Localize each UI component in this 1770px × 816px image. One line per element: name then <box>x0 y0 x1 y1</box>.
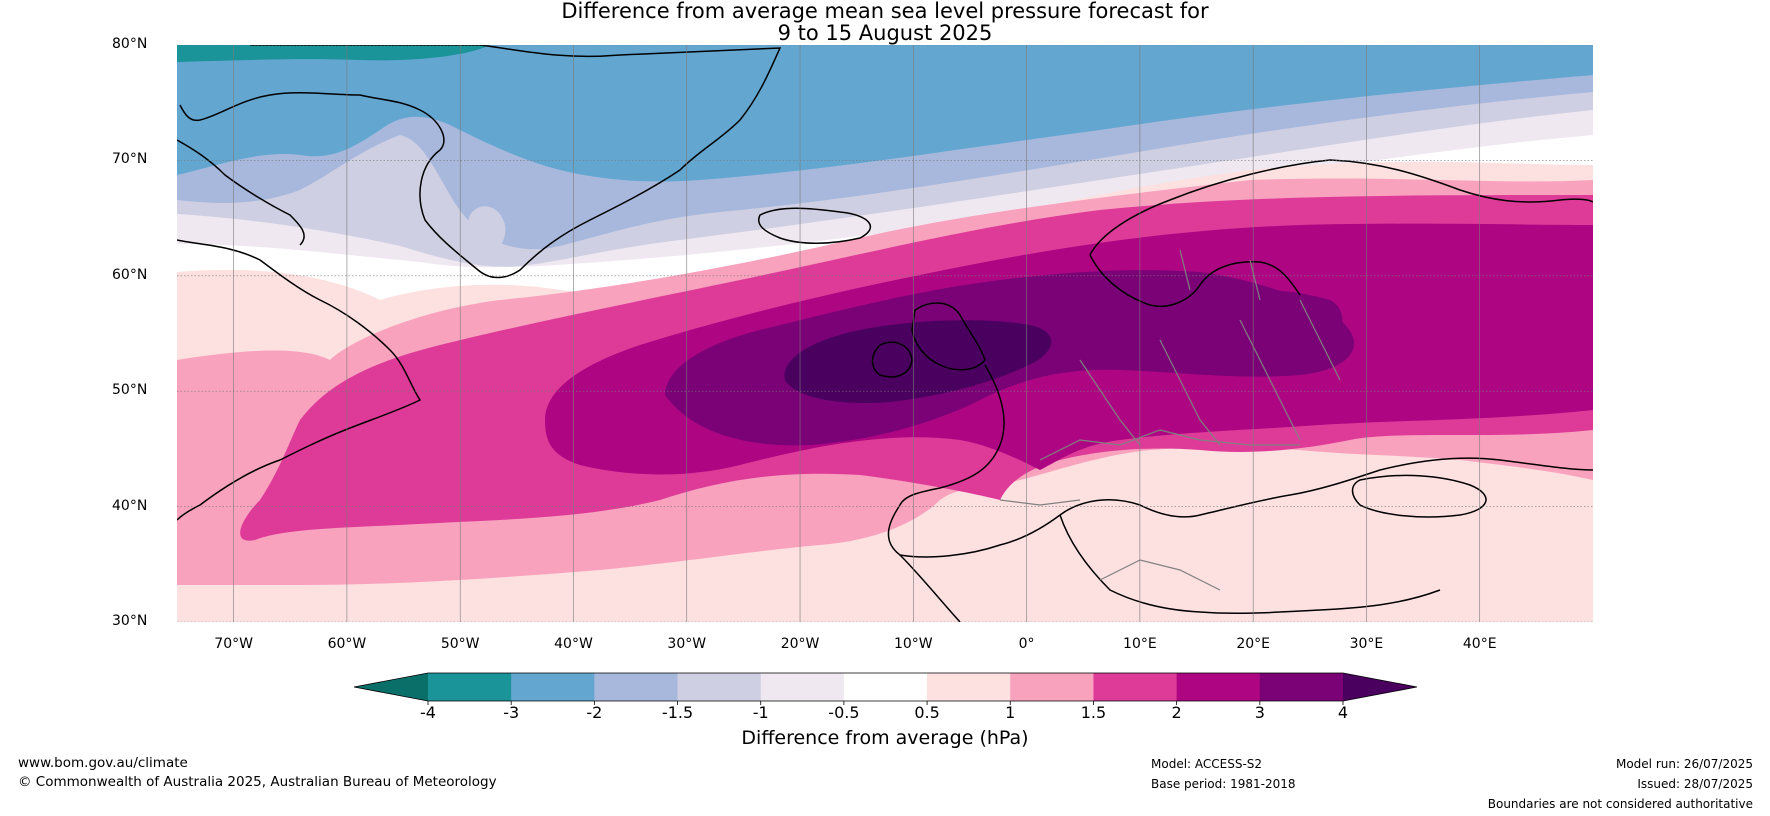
coastlines <box>177 45 1593 622</box>
anomaly-band-3-east <box>1133 288 1343 358</box>
colorbar-tick-label: -0.5 <box>828 703 860 722</box>
colorbar-segment <box>677 673 762 701</box>
footer-model: Model: ACCESS-S2 <box>1151 757 1263 771</box>
longitude-label: 70°W <box>214 636 253 652</box>
longitude-label: 20°E <box>1236 636 1270 652</box>
colorbar-tick-label: 2 <box>1171 703 1182 722</box>
latitude-label: 70°N <box>112 151 148 168</box>
labrador-coastline <box>177 139 305 246</box>
greenland-coastline <box>179 45 782 279</box>
footer-disclaimer: Boundaries are not considered authoritat… <box>1487 797 1753 811</box>
longitude-label: 40°W <box>554 636 593 652</box>
footer-copyright: © Commonwealth of Australia 2025, Austra… <box>18 774 497 790</box>
colorbar-extend-high <box>1343 673 1417 701</box>
anomaly-band-minus-2 <box>177 45 1593 182</box>
chart-title-line-1: Difference from average mean sea level p… <box>561 0 1209 23</box>
anomaly-band-minus-3 <box>177 45 490 62</box>
map-area <box>177 45 1593 622</box>
scandinavia-coastline <box>1089 159 1593 307</box>
footer-model-run: Model run: 26/07/2025 <box>1615 757 1753 771</box>
colorbar-tick-label: -1.5 <box>661 703 694 722</box>
national-borders <box>999 249 1341 591</box>
colorbar-tick-label: 1.5 <box>1080 703 1107 722</box>
colorbar-segment <box>760 673 845 701</box>
colorbar-tick-label: 4 <box>1337 703 1349 722</box>
colorbar-segment <box>511 673 595 701</box>
uk-ireland-coastline <box>871 302 986 378</box>
europe-coastline <box>887 364 1593 558</box>
colorbar-tick-label: 0.5 <box>914 703 940 722</box>
colorbar-segment <box>428 673 512 701</box>
colorbar-tick-label: -4 <box>420 703 436 722</box>
longitude-label: 30°W <box>667 636 707 652</box>
black-sea-coastline <box>1351 474 1487 518</box>
colorbar-tick-label: -2 <box>586 703 603 722</box>
colorbar-segment <box>594 673 679 701</box>
footer-issued: Issued: 28/07/2025 <box>1637 777 1753 791</box>
longitude-label: 40°E <box>1462 636 1497 652</box>
latitude-label: 80°N <box>112 36 148 52</box>
latitude-label: 30°N <box>112 613 148 629</box>
colorbar-segment <box>843 673 928 701</box>
latitude-label: 50°N <box>112 382 148 399</box>
longitude-label: 10°W <box>893 636 933 652</box>
longitude-label: 20°W <box>780 636 820 652</box>
colorbar <box>353 672 1418 705</box>
graticule <box>177 45 1593 622</box>
colorbar-segment <box>1259 673 1344 701</box>
footer-website: www.bom.gov.au/climate <box>18 755 188 771</box>
anomaly-band-minus-1-north <box>467 206 506 253</box>
colorbar-extend-low <box>354 673 428 701</box>
latitude-label: 60°N <box>112 266 148 283</box>
colorbar-tick-label: -3 <box>503 703 520 722</box>
footer-base-period: Base period: 1981-2018 <box>1151 777 1296 791</box>
longitude-label: 50°W <box>440 636 480 652</box>
anomaly-band-4 <box>784 320 1052 404</box>
mediterranean-coastline <box>899 514 1441 622</box>
colorbar-tick-label: -1 <box>752 703 769 722</box>
longitude-label: 60°W <box>327 636 367 652</box>
iceland-coastline <box>758 207 872 244</box>
longitude-label: 10°E <box>1123 636 1157 652</box>
longitude-label: 30°E <box>1349 636 1384 652</box>
longitude-label: 0° <box>1018 636 1035 652</box>
north-america-coastline <box>177 239 422 521</box>
colorbar-title: Difference from average (hPa) <box>741 727 1029 749</box>
colorbar-segment <box>1176 673 1261 701</box>
latitude-label: 40°N <box>112 497 148 514</box>
colorbar-tick-label: 1 <box>1005 703 1016 722</box>
colorbar-segment <box>927 673 1011 701</box>
colorbar-tick-label: 3 <box>1254 703 1265 722</box>
colorbar-segment <box>1093 673 1178 701</box>
colorbar-segment <box>1010 673 1094 701</box>
chart-title-line-2: 9 to 15 August 2025 <box>777 21 993 45</box>
